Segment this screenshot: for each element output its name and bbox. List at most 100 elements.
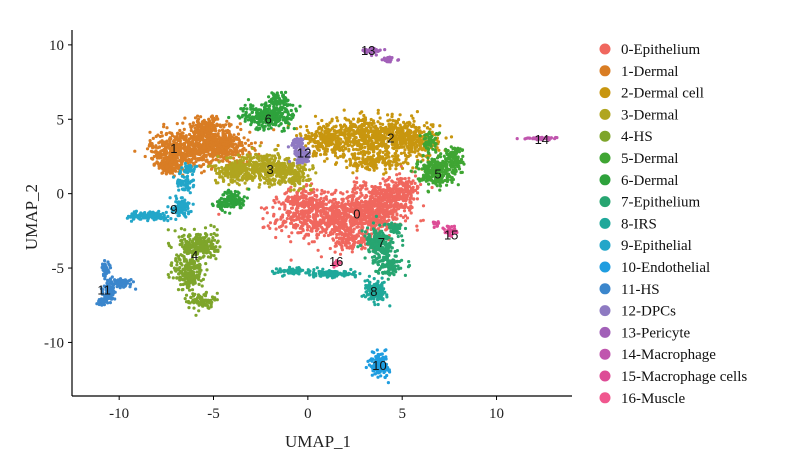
point [263, 176, 267, 181]
point [330, 199, 334, 203]
point [325, 221, 329, 225]
point [419, 219, 423, 223]
point [350, 209, 354, 213]
point [354, 147, 358, 151]
point [178, 128, 182, 133]
point [336, 119, 340, 123]
point [272, 179, 276, 183]
point [295, 134, 299, 138]
point [381, 209, 385, 213]
point [318, 198, 322, 202]
point [205, 140, 209, 144]
point [240, 150, 245, 154]
point [230, 135, 234, 139]
point [193, 129, 197, 133]
point [381, 192, 385, 196]
point [307, 242, 311, 246]
point [306, 232, 310, 236]
point [378, 116, 382, 120]
point [352, 227, 356, 231]
point [358, 111, 362, 115]
point [361, 156, 365, 160]
point [403, 138, 407, 142]
point [221, 142, 226, 146]
point [340, 197, 344, 201]
point [362, 136, 366, 140]
point [398, 113, 402, 117]
point [337, 226, 341, 230]
point [310, 240, 314, 244]
point [328, 132, 332, 136]
point [305, 222, 309, 226]
point [364, 193, 368, 198]
point [276, 152, 280, 156]
point [387, 218, 391, 222]
point [409, 200, 413, 205]
point [222, 171, 226, 175]
point [386, 113, 390, 117]
point [364, 183, 368, 188]
point [346, 199, 350, 203]
point [368, 137, 373, 141]
point [209, 140, 213, 144]
point [343, 228, 347, 232]
point [290, 195, 294, 199]
point [355, 233, 359, 237]
point [285, 197, 289, 201]
point [292, 179, 296, 183]
point [272, 212, 276, 216]
point [247, 143, 251, 148]
point [287, 179, 291, 183]
point [403, 206, 407, 210]
point [414, 145, 419, 149]
point [289, 199, 293, 203]
point [361, 205, 365, 209]
point [289, 258, 293, 262]
point [382, 218, 386, 222]
point [221, 132, 225, 136]
point [403, 177, 407, 181]
point [370, 184, 374, 189]
point [168, 163, 172, 167]
point [357, 125, 361, 129]
point [331, 215, 335, 219]
point [319, 219, 323, 223]
point [133, 149, 137, 153]
point [346, 239, 350, 244]
point [348, 226, 352, 230]
point [218, 169, 222, 173]
point [187, 233, 191, 237]
point [371, 196, 375, 200]
point [183, 228, 187, 232]
point [183, 154, 187, 158]
point [368, 191, 372, 195]
point [207, 117, 211, 121]
point [374, 223, 378, 227]
point [416, 191, 420, 195]
point [370, 199, 374, 203]
point [289, 240, 293, 244]
point [397, 207, 401, 211]
point [425, 121, 429, 125]
point [279, 167, 283, 171]
point [363, 200, 367, 204]
point [395, 133, 399, 137]
point [334, 162, 338, 166]
point [305, 215, 309, 219]
point [280, 178, 284, 182]
point [302, 221, 306, 225]
point [383, 194, 387, 198]
point [302, 236, 306, 240]
point [327, 200, 331, 204]
point [282, 175, 287, 179]
point [173, 160, 177, 164]
point [292, 188, 296, 192]
point [164, 148, 168, 152]
point [413, 188, 418, 193]
point [311, 167, 315, 171]
point [312, 190, 316, 194]
point [290, 231, 294, 235]
point [320, 144, 324, 148]
point [200, 131, 204, 136]
point [201, 162, 205, 167]
